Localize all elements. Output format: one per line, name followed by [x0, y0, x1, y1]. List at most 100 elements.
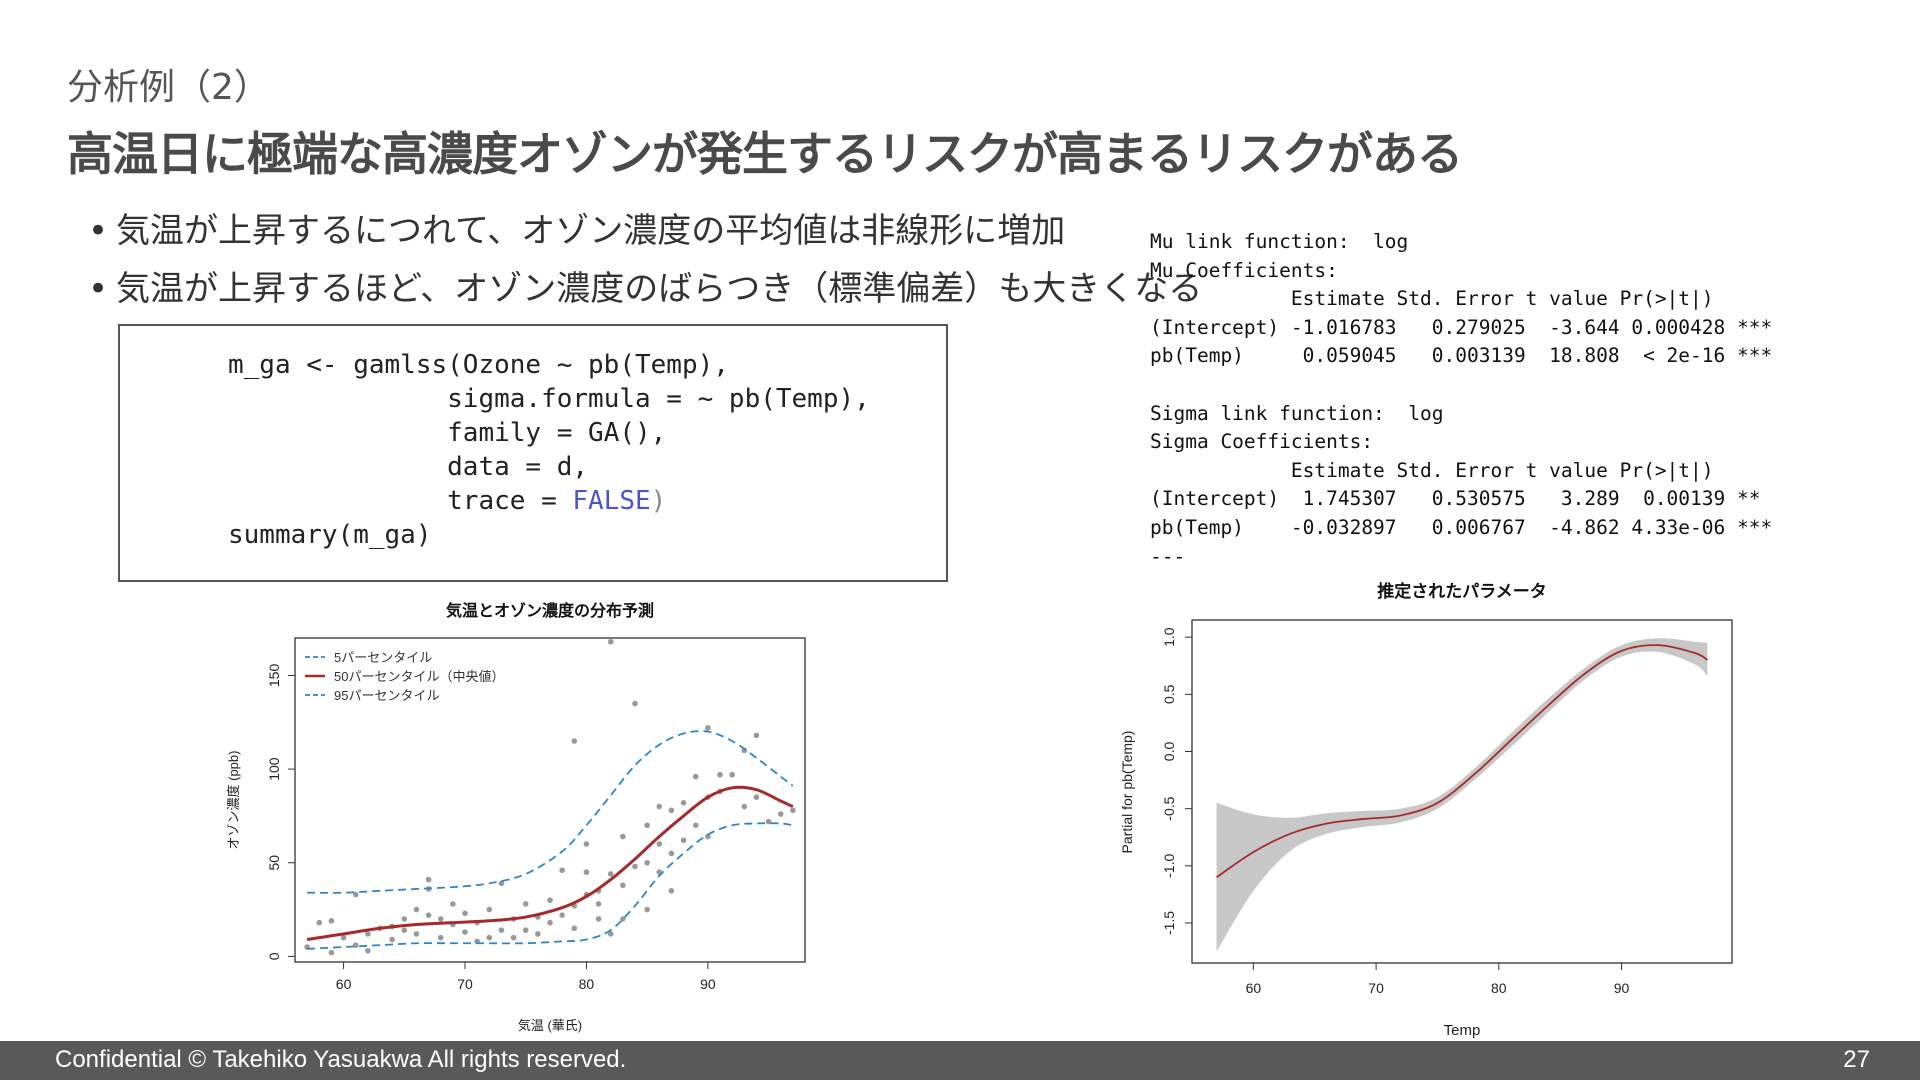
- code-line-3: family = GA(),: [447, 418, 667, 448]
- data-point: [729, 771, 735, 778]
- r-output-line: Estimate Std. Error t value Pr(>|t|): [1150, 458, 1714, 482]
- scatter-points: [304, 638, 796, 956]
- code-block: m_ga <- gamlss(Ozone ~ pb(Temp), sigma.f…: [118, 324, 948, 582]
- median-curve: [306, 785, 794, 942]
- data-point: [425, 912, 432, 918]
- data-point: [352, 942, 359, 948]
- data-point: [668, 888, 675, 894]
- partial-effect-curve: [1216, 644, 1708, 878]
- p95-curve: [307, 730, 794, 894]
- data-point: [559, 912, 565, 918]
- r-summary-output: Mu link function: log Mu Coefficients: E…: [1150, 228, 1772, 571]
- code-line-1: m_ga <- gamlss(Ozone ~ pb(Temp),: [228, 350, 729, 380]
- data-point: [668, 850, 675, 857]
- data-point: [486, 906, 493, 913]
- data-point: [632, 700, 638, 707]
- data-point: [753, 732, 760, 739]
- bullet-list: • 気温が上昇するにつれて、オゾン濃度の平均値は非線形に増加 • 気温が上昇するほど…: [88, 202, 1202, 318]
- data-point: [668, 807, 675, 814]
- page-number: 27: [1843, 1046, 1870, 1073]
- x-tick-label: 90: [700, 976, 716, 992]
- data-point: [316, 919, 323, 926]
- y-tick-label: 150: [266, 664, 282, 688]
- chart-title: 気温とオゾン濃度の分布予測: [446, 601, 654, 620]
- legend-label-p5: 5パーセンタイル: [334, 650, 432, 665]
- r-output-line: ---: [1150, 544, 1186, 568]
- r-output-line: pb(Temp) -0.032897 0.006767 -4.862 4.33e…: [1150, 515, 1773, 539]
- data-point: [705, 833, 711, 840]
- data-point: [413, 931, 420, 937]
- data-point: [365, 947, 371, 954]
- bullet-dot-icon: •: [88, 269, 109, 309]
- data-point: [522, 927, 529, 933]
- data-point: [680, 800, 687, 806]
- data-point: [607, 871, 614, 877]
- legend: 5パーセンタイル 50パーセンタイル（中央値） 95パーセンタイル: [305, 650, 504, 703]
- data-point: [486, 934, 493, 941]
- data-point: [522, 901, 529, 907]
- data-point: [607, 931, 614, 937]
- confidence-band: [1216, 638, 1708, 952]
- data-point: [401, 916, 408, 922]
- data-point: [741, 803, 748, 810]
- y-axis-label: Partial for pb(Temp): [1119, 731, 1135, 854]
- bullet-item: • 気温が上昇するにつれて、オゾン濃度の平均値は非線形に増加: [88, 202, 1202, 260]
- data-point: [413, 906, 420, 913]
- data-point: [401, 927, 408, 933]
- y-tick-label: -1.0: [1161, 854, 1177, 878]
- y-tick-label: 0.5: [1161, 684, 1177, 704]
- bullet-text: 気温が上昇するほど、オゾン濃度のばらつき（標準偏差）も大きくなる: [116, 269, 1203, 309]
- bullet-text: 気温が上昇するにつれて、オゾン濃度の平均値は非線形に増加: [116, 211, 1066, 251]
- data-point: [571, 738, 578, 744]
- data-point: [644, 906, 650, 913]
- r-output-line: Sigma link function: log: [1150, 401, 1444, 425]
- code-line-5: trace =: [447, 486, 573, 516]
- code-false-keyword: FALSE: [572, 486, 651, 516]
- code-line-4: data = d,: [447, 452, 589, 482]
- p5-curve: [307, 822, 794, 950]
- x-axis: 60 70 80 90: [1246, 963, 1630, 996]
- partial-effect-chart: 推定されたパラメータ 60 70 80 90 -1.5 -1.0 -0.5 0.0 0.5 1.…: [1119, 581, 1733, 1039]
- data-point: [535, 931, 541, 937]
- data-point: [450, 901, 456, 907]
- bullet-dot-icon: •: [88, 211, 109, 251]
- ozone-distribution-chart: 気温とオゾン濃度の分布予測 60 70 80 90 0 50 100 150 気温 (華氏)…: [226, 601, 806, 1033]
- x-axis-label: 気温 (華氏): [518, 1018, 582, 1033]
- data-point: [717, 771, 723, 778]
- code-text: m_ga <- gamlss(Ozone ~ pb(Temp), sigma.f…: [228, 348, 870, 552]
- plot-frame: [294, 637, 806, 963]
- data-point: [559, 867, 565, 874]
- data-point: [437, 916, 444, 922]
- data-point: [425, 876, 432, 883]
- r-output-line: Mu link function: log: [1150, 230, 1409, 253]
- y-tick-label: 0.0: [1161, 742, 1177, 762]
- y-tick-label: 100: [266, 757, 282, 781]
- y-tick-label: -0.5: [1161, 796, 1177, 820]
- footer-bar: Confidential © Takehiko Yasuakwa All rig…: [0, 1041, 1920, 1080]
- chart-title: 推定されたパラメータ: [1377, 581, 1547, 601]
- data-point: [571, 925, 578, 932]
- data-point: [620, 916, 626, 922]
- r-output-line: Mu Coefficients:: [1150, 258, 1338, 282]
- data-point: [352, 891, 359, 898]
- data-point: [583, 841, 590, 847]
- code-close-paren: ): [650, 486, 667, 516]
- data-point: [680, 837, 687, 844]
- data-point: [328, 949, 335, 956]
- data-point: [547, 919, 553, 926]
- data-point: [328, 917, 335, 924]
- data-point: [583, 869, 590, 875]
- r-output-line: Estimate Std. Error t value Pr(>|t|): [1150, 287, 1714, 311]
- data-point: [607, 638, 614, 645]
- y-tick-label: 50: [266, 855, 282, 871]
- r-output-line: pb(Temp) 0.059045 0.003139 18.808 < 2e-1…: [1150, 344, 1773, 368]
- data-point: [498, 927, 505, 933]
- data-point: [705, 725, 711, 731]
- data-point: [753, 794, 760, 800]
- data-point: [656, 841, 663, 847]
- data-point: [595, 916, 602, 922]
- data-point: [620, 833, 626, 840]
- partial-effect-line: [1216, 644, 1708, 878]
- bullet-item: • 気温が上昇するほど、オゾン濃度のばらつき（標準偏差）も大きくなる: [88, 260, 1202, 318]
- data-point: [644, 859, 650, 866]
